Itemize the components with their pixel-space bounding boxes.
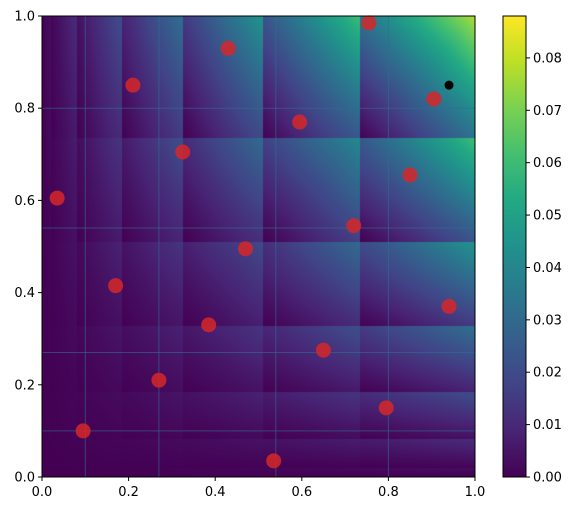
colorbar-tick-label: 0.04 bbox=[533, 261, 562, 276]
colorbar-tick-label: 0.01 bbox=[533, 418, 562, 433]
colorbar-tick-label: 0.06 bbox=[533, 156, 562, 171]
y-tick-label: 0.8 bbox=[14, 102, 35, 117]
x-tick-label: 0.4 bbox=[205, 485, 226, 500]
y-tick-label: 0.0 bbox=[14, 471, 35, 486]
colorbar-tick-label: 0.07 bbox=[533, 104, 562, 119]
y-tick-label: 1.0 bbox=[14, 10, 35, 25]
red-point bbox=[426, 91, 442, 107]
cell-boundaries bbox=[42, 16, 475, 477]
red-point bbox=[315, 342, 331, 358]
y-tick-label: 0.6 bbox=[14, 194, 35, 209]
red-point bbox=[346, 218, 362, 234]
y-tick-label: 0.2 bbox=[14, 378, 35, 393]
red-point bbox=[238, 241, 254, 257]
red-point bbox=[292, 114, 308, 130]
red-point bbox=[378, 400, 394, 416]
colorbar-tick-label: 0.05 bbox=[533, 209, 562, 224]
red-point bbox=[266, 453, 282, 469]
heatmap-field bbox=[42, 16, 475, 477]
colorbar-tick-label: 0.03 bbox=[533, 313, 562, 328]
y-tick-label: 0.4 bbox=[14, 286, 35, 301]
red-point bbox=[125, 77, 141, 93]
red-point bbox=[49, 190, 65, 206]
colorbar-tick-label: 0.08 bbox=[533, 51, 562, 66]
colorbar: 0.00 0.01 0.02 0.03 0.04 0.05 0.06 0.07 0.08 bbox=[502, 15, 562, 486]
plot-frame bbox=[41, 15, 476, 478]
black-point bbox=[444, 80, 454, 90]
red-point bbox=[75, 423, 91, 439]
colorbar-tick-label: 0.02 bbox=[533, 366, 562, 381]
colorbar-bar bbox=[502, 15, 527, 478]
red-point bbox=[175, 144, 191, 160]
colorbar-ticks: 0.00 0.01 0.02 0.03 0.04 0.05 0.06 0.07 0.08 bbox=[526, 51, 562, 486]
colorbar-tick-label: 0.00 bbox=[533, 471, 562, 486]
red-point bbox=[220, 40, 236, 56]
red-point bbox=[108, 278, 124, 294]
x-tick-label: 0.2 bbox=[118, 485, 139, 500]
heatmap-plot-area bbox=[41, 15, 476, 478]
red-point bbox=[151, 372, 167, 388]
red-point bbox=[201, 317, 217, 333]
y-axis: 0.0 0.2 0.4 0.6 0.8 1.0 bbox=[14, 10, 42, 486]
x-axis: 0.0 0.2 0.4 0.6 0.8 1.0 bbox=[32, 477, 486, 500]
x-tick-label: 0.0 bbox=[32, 485, 53, 500]
red-point bbox=[441, 298, 457, 314]
red-point bbox=[361, 15, 377, 31]
scatter-points bbox=[49, 15, 457, 469]
x-tick-label: 0.8 bbox=[378, 485, 399, 500]
x-tick-label: 1.0 bbox=[465, 485, 486, 500]
red-point bbox=[402, 167, 418, 183]
x-tick-label: 0.6 bbox=[291, 485, 312, 500]
